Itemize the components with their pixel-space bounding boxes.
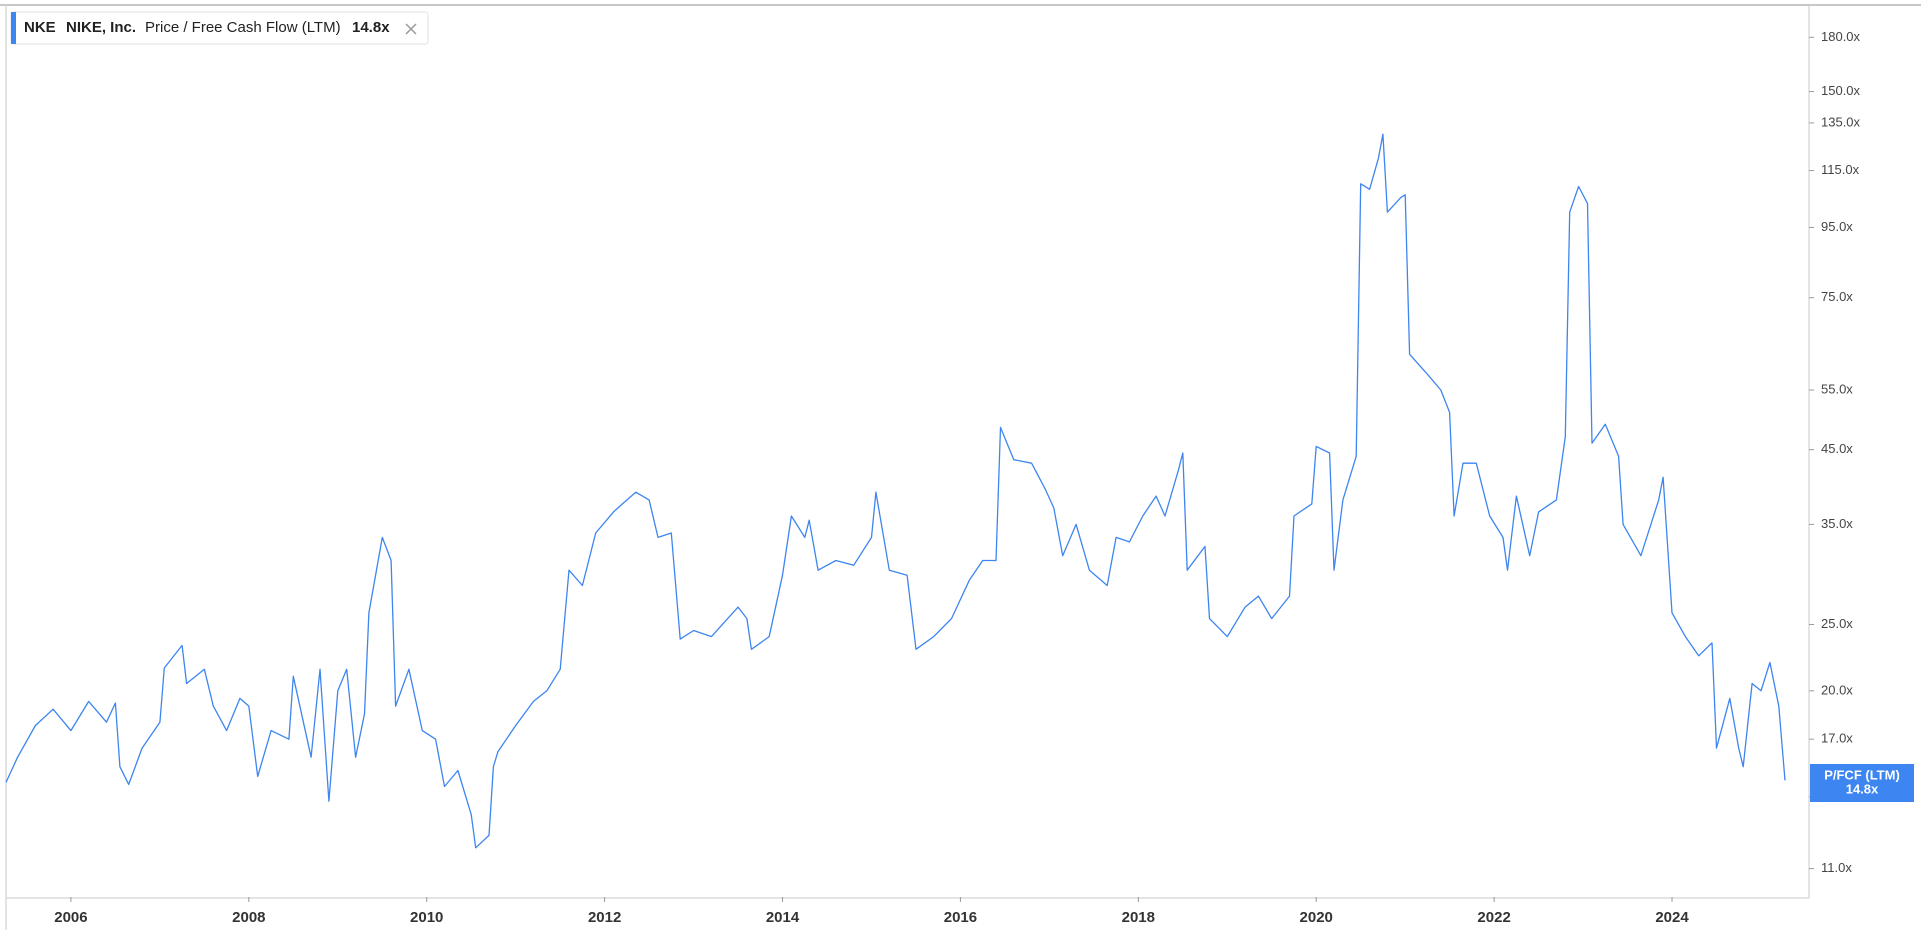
x-tick-label: 2014	[766, 909, 800, 926]
x-tick-label: 2016	[944, 909, 977, 926]
series-line	[5, 133, 1786, 849]
badge-box	[1810, 764, 1914, 802]
y-tick-label: 11.0x	[1821, 860, 1852, 875]
y-tick-label: 135.0x	[1821, 114, 1861, 129]
y-tick-label: 180.0x	[1821, 29, 1861, 44]
y-tick-label: 95.0x	[1821, 219, 1853, 234]
y-tick-label: 35.0x	[1821, 516, 1853, 531]
y-tick-label: 115.0x	[1821, 162, 1860, 177]
last-value: 14.8x	[352, 19, 390, 36]
y-tick-label: 45.0x	[1821, 441, 1853, 456]
y-tick-label: 20.0x	[1821, 682, 1853, 697]
x-tick-label: 2024	[1655, 909, 1689, 926]
badge-label: P/FCF (LTM)	[1824, 767, 1900, 782]
x-tick-label: 2012	[588, 909, 621, 926]
y-tick-label: 17.0x	[1821, 731, 1853, 746]
company: NIKE, Inc.	[66, 19, 136, 36]
y-tick-label: 25.0x	[1821, 616, 1853, 631]
y-tick-label: 75.0x	[1821, 289, 1853, 304]
x-tick-label: 2008	[232, 909, 265, 926]
close-button[interactable]	[405, 23, 417, 35]
y-tick-label: 55.0x	[1821, 381, 1853, 396]
x-tick-label: 2006	[54, 909, 87, 926]
legend-swatch	[11, 12, 16, 44]
x-tick-label: 2010	[410, 909, 443, 926]
badge-value: 14.8x	[1846, 781, 1879, 796]
legend-entry: Price / Free Cash Flow (LTM)	[145, 19, 341, 36]
x-tick-label: 2022	[1477, 909, 1510, 926]
x-tick-label: 2018	[1122, 909, 1155, 926]
legend: NKE NIKE, Inc. Price / Free Cash Flow (L…	[10, 11, 429, 45]
last-value-badge: P/FCF (LTM) 14.8x	[1810, 764, 1914, 802]
y-tick-label: 150.0x	[1821, 83, 1861, 98]
ticker: NKE	[24, 19, 56, 36]
x-tick-label: 2020	[1300, 909, 1333, 926]
